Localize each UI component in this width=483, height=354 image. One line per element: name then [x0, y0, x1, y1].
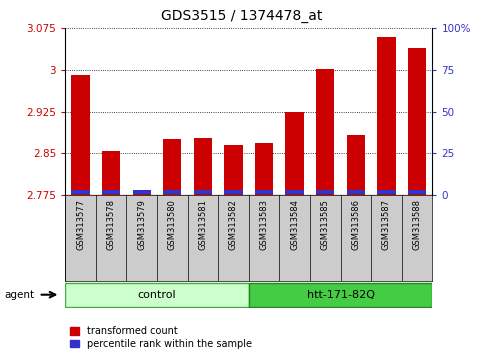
Text: GSM313579: GSM313579	[137, 199, 146, 250]
Text: GDS3515 / 1374478_at: GDS3515 / 1374478_at	[161, 9, 322, 23]
Text: GSM313581: GSM313581	[199, 199, 207, 250]
Bar	[194, 138, 212, 195]
Text: GSM313586: GSM313586	[351, 199, 360, 250]
Text: agent: agent	[5, 290, 35, 300]
Bar	[347, 135, 365, 195]
Text: htt-171-82Q: htt-171-82Q	[307, 290, 374, 300]
Bar	[194, 190, 212, 194]
Bar	[163, 190, 182, 194]
Bar	[316, 190, 334, 194]
Bar	[347, 190, 365, 194]
Bar	[408, 190, 426, 194]
Text: GSM313580: GSM313580	[168, 199, 177, 250]
Bar	[285, 112, 304, 195]
Bar	[102, 190, 120, 194]
Text: GSM313585: GSM313585	[321, 199, 330, 250]
Bar	[377, 190, 396, 194]
Bar	[255, 143, 273, 195]
Legend: transformed count, percentile rank within the sample: transformed count, percentile rank withi…	[70, 326, 252, 349]
Bar	[316, 69, 334, 195]
Bar	[249, 283, 432, 307]
Text: GSM313584: GSM313584	[290, 199, 299, 250]
Bar	[408, 48, 426, 195]
Bar	[132, 190, 151, 194]
Text: GSM313578: GSM313578	[107, 199, 115, 250]
Bar	[285, 190, 304, 194]
Bar	[163, 139, 182, 195]
Text: GSM313577: GSM313577	[76, 199, 85, 250]
Text: GSM313583: GSM313583	[259, 199, 269, 250]
Bar	[377, 37, 396, 195]
Bar	[224, 145, 242, 195]
Text: GSM313587: GSM313587	[382, 199, 391, 250]
Text: GSM313588: GSM313588	[412, 199, 422, 250]
Bar	[102, 152, 120, 195]
Bar	[71, 75, 90, 195]
Bar	[71, 190, 90, 194]
Bar	[224, 190, 242, 194]
Bar	[65, 283, 249, 307]
Bar	[132, 191, 151, 195]
Bar	[255, 190, 273, 194]
Text: GSM313582: GSM313582	[229, 199, 238, 250]
Text: control: control	[138, 290, 176, 300]
